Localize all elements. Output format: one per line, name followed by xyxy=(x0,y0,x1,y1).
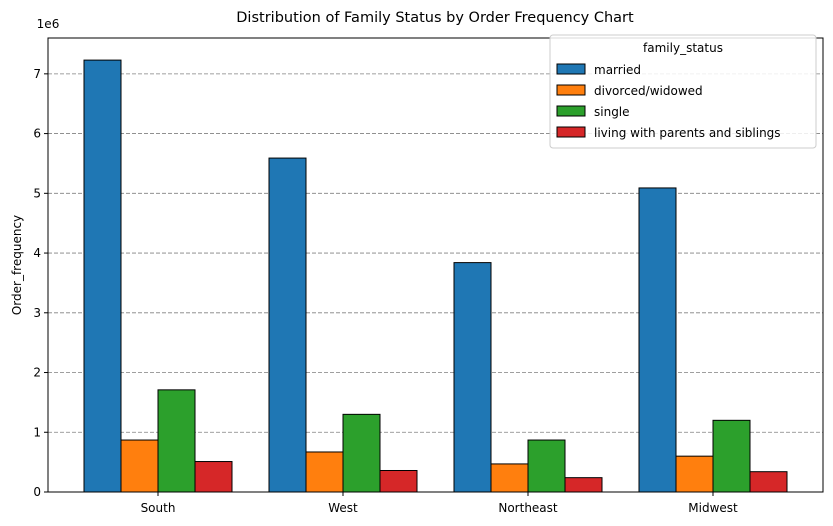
bar-married-south xyxy=(83,59,122,493)
legend-swatch xyxy=(556,63,586,75)
y-axis-ticks: 0 1 2 3 4 5 6 7 xyxy=(33,67,48,499)
legend-label: married xyxy=(594,63,641,77)
legend-swatch xyxy=(556,84,586,96)
y-scale-label: 1e6 xyxy=(37,17,60,31)
bar-divorced-widowed-midwest xyxy=(675,455,714,493)
bar-married-west xyxy=(268,157,307,493)
legend-label: single xyxy=(594,105,630,119)
x-tick-label: Northeast xyxy=(498,501,558,515)
y-tick-label: 4 xyxy=(33,246,41,260)
y-tick-label: 1 xyxy=(33,425,41,439)
bar-living-with-parents-and-siblings-northeast xyxy=(564,477,603,493)
bar-divorced-widowed-west xyxy=(305,451,344,493)
legend-swatch xyxy=(556,105,586,117)
bar-living-with-parents-and-siblings-midwest xyxy=(749,471,788,493)
x-tick-label: Midwest xyxy=(688,501,738,515)
bars xyxy=(83,59,788,493)
x-tick-label: West xyxy=(328,501,358,515)
plot-frame xyxy=(47,37,824,493)
legend-swatch xyxy=(556,126,586,138)
legend-label: divorced/widowed xyxy=(594,84,703,98)
x-axis-ticks: South West Northeast Midwest xyxy=(141,492,738,515)
bar-living-with-parents-and-siblings-south xyxy=(194,461,233,493)
legend: family_status married divorced/widowed sin… xyxy=(549,34,817,149)
chart-title: Distribution of Family Status by Order F… xyxy=(236,10,634,26)
legend-box xyxy=(549,34,817,149)
bar-divorced-widowed-south xyxy=(120,439,159,493)
y-tick-label: 2 xyxy=(33,366,41,380)
y-tick-label: 3 xyxy=(33,306,41,320)
bar-single-south xyxy=(157,389,196,493)
x-tick-label: South xyxy=(141,501,176,515)
y-tick-label: 6 xyxy=(33,127,41,141)
bar-single-midwest xyxy=(712,419,751,493)
legend-label: living with parents and siblings xyxy=(594,126,781,140)
bar-single-west xyxy=(342,413,381,493)
bar-married-northeast xyxy=(453,262,492,493)
y-tick-label: 0 xyxy=(33,485,41,499)
bar-single-northeast xyxy=(527,439,566,493)
grid-lines xyxy=(48,73,823,433)
y-tick-label: 7 xyxy=(33,67,41,81)
bar-married-midwest xyxy=(638,187,677,493)
bar-divorced-widowed-northeast xyxy=(490,463,529,493)
legend-title: family_status xyxy=(643,41,723,55)
y-tick-label: 5 xyxy=(33,186,41,200)
y-axis-label: Order_frequency xyxy=(10,215,24,315)
bar-living-with-parents-and-siblings-west xyxy=(379,469,418,493)
